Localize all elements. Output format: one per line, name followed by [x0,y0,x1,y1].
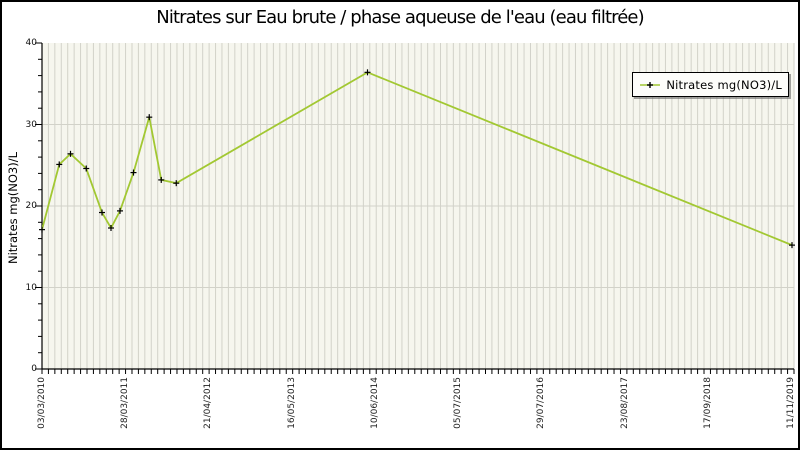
legend-label: Nitrates mg(NO3)/L [666,77,782,92]
x-tick-label: 11/11/2019 [786,377,796,429]
chart-title: Nitrates sur Eau brute / phase aqueuse d… [156,7,644,28]
legend-marker-icon [640,81,660,88]
x-tick-label: 28/03/2011 [120,377,131,429]
x-tick-label: 05/07/2015 [453,377,464,429]
x-tick-label: 16/05/2013 [286,377,297,429]
x-tick-label: 17/09/2018 [702,377,713,429]
x-tick-label: 23/08/2017 [619,377,630,429]
y-tick-label: 30 [25,119,37,130]
x-tick-label: 10/06/2014 [369,377,380,429]
y-tick-label: 0 [31,364,37,374]
y-tick-label: 20 [25,201,37,211]
legend-box: Nitrates mg(NO3)/L [632,72,789,97]
y-tick-label: 40 [25,38,37,48]
x-tick-label: 21/04/2012 [203,377,214,429]
x-tick-label: 03/03/2010 [37,377,47,429]
y-tick-label: 10 [25,282,37,293]
x-tick-label: 29/07/2016 [536,377,547,429]
